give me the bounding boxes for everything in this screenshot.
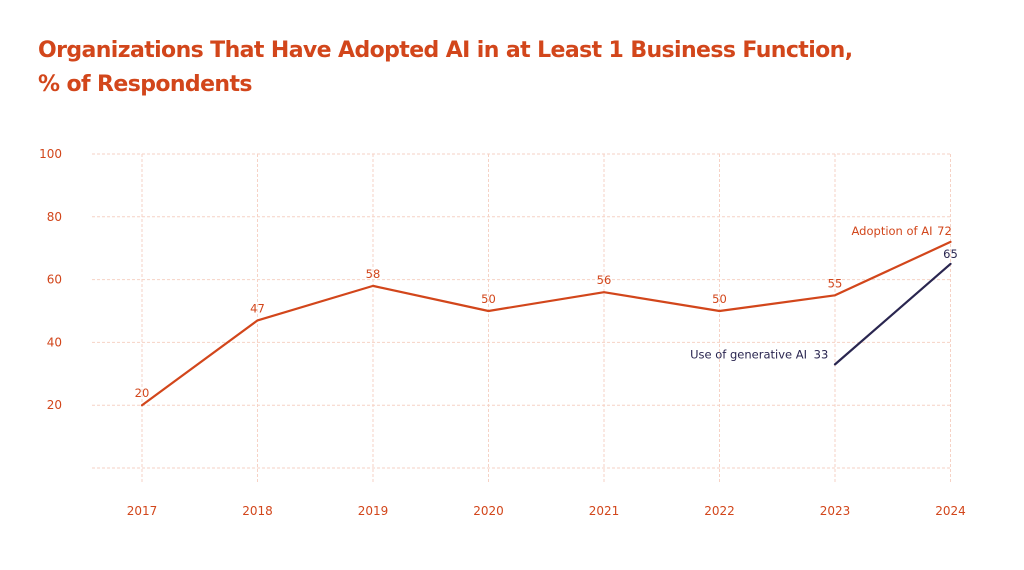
data-label: 50 xyxy=(712,292,727,306)
chart-series xyxy=(140,240,952,407)
data-label: 20 xyxy=(135,386,150,400)
chart-grid xyxy=(92,153,951,484)
x-tick-label: 2017 xyxy=(127,504,158,518)
series-name-label: Adoption of AI xyxy=(852,224,933,238)
data-label: 33 xyxy=(814,347,829,361)
chart-title: Organizations That Have Adopted AI in at… xyxy=(38,34,958,102)
chart-title-line-1: Organizations That Have Adopted AI in at… xyxy=(38,38,853,63)
data-label: 50 xyxy=(481,292,496,306)
y-tick-label: 40 xyxy=(47,335,62,349)
x-tick-label: 2021 xyxy=(589,504,620,518)
data-label: 65 xyxy=(943,247,958,261)
data-label: 56 xyxy=(597,273,612,287)
y-tick-label: 100 xyxy=(39,147,62,161)
chart-axes: 20 40 60 80 100 2017 2018 2019 2020 2021 2022 2023 2… xyxy=(39,147,966,518)
x-tick-label: 2019 xyxy=(358,504,389,518)
data-label: 47 xyxy=(250,301,265,315)
chart-title-line-2: % of Respondents xyxy=(38,72,252,97)
x-tick-label: 2020 xyxy=(473,504,504,518)
data-label: 72 xyxy=(937,224,952,238)
x-tick-label: 2023 xyxy=(820,504,851,518)
data-label: 58 xyxy=(366,267,381,281)
series-line-adoption-of-ai xyxy=(140,240,952,407)
x-tick-label: 2022 xyxy=(704,504,735,518)
series-line-use-of-generative-ai xyxy=(833,262,952,366)
y-tick-label: 60 xyxy=(47,273,62,287)
y-tick-label: 80 xyxy=(47,210,62,224)
y-tick-label: 20 xyxy=(47,398,62,412)
data-label: 55 xyxy=(828,276,843,290)
chart-data-labels: 20 47 58 50 56 50 55 72 Adoption of AI 33 65 Use of… xyxy=(135,224,958,400)
series-name-label: Use of generative AI xyxy=(690,347,807,361)
x-tick-label: 2018 xyxy=(242,504,273,518)
x-tick-label: 2024 xyxy=(935,504,966,518)
